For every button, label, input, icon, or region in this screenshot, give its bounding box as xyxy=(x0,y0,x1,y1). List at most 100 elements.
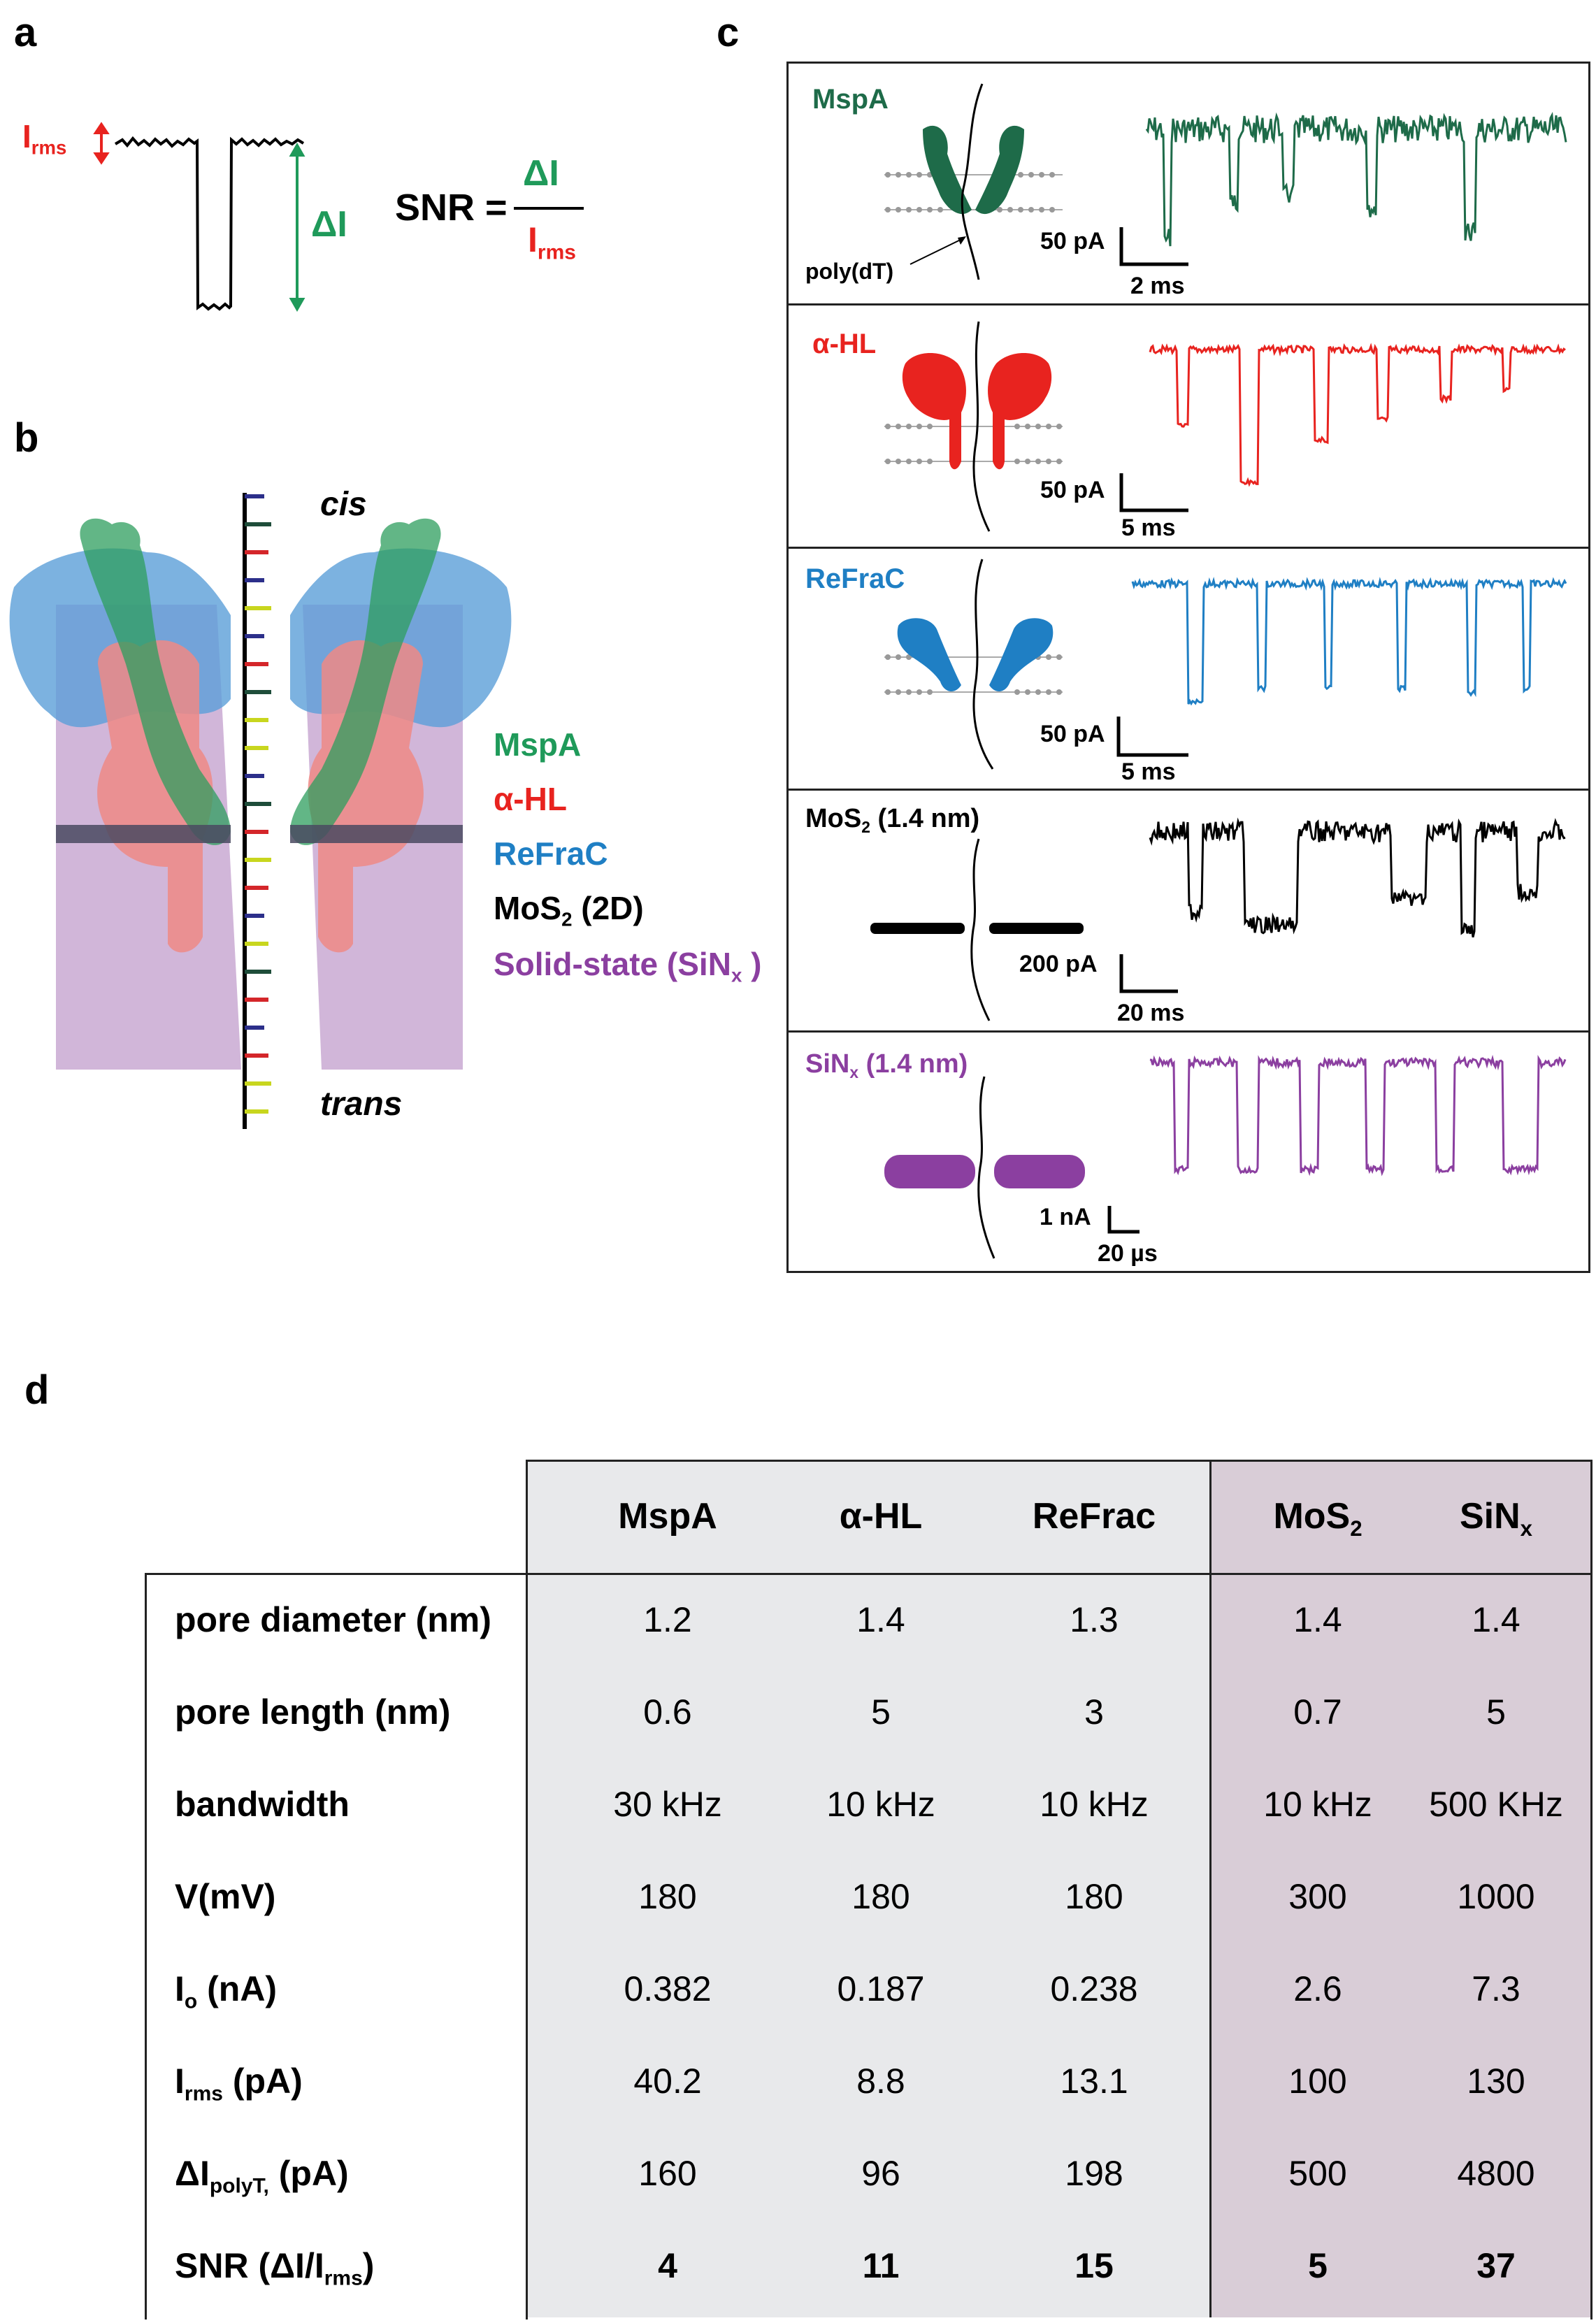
delta-i-label: ΔI xyxy=(311,204,347,245)
column-header: SiNx xyxy=(1459,1496,1533,1541)
refrac-right-shape xyxy=(989,618,1054,692)
table-cell: 0.382 xyxy=(624,1969,712,2008)
table-cell: 2.6 xyxy=(1293,1969,1342,2008)
scalebar-x-sinx: 20 µs xyxy=(1098,1240,1158,1267)
solidstate-pores-bg xyxy=(1209,1460,1593,2317)
legend-mspa: MspA xyxy=(494,726,582,763)
table-cell: 37 xyxy=(1476,2246,1516,2285)
snr-fraction-bar xyxy=(514,207,584,210)
panel-a-trace xyxy=(93,122,305,312)
polydt-pointer xyxy=(910,236,966,265)
trace-ahl xyxy=(1149,343,1566,487)
row-label: pore diameter (nm) xyxy=(175,1600,491,1639)
scalebar-refrac xyxy=(1116,717,1188,757)
scalebar-x-refrac: 5 ms xyxy=(1121,758,1176,785)
panel-label-b: b xyxy=(14,415,39,461)
table-cell: 300 xyxy=(1288,1877,1347,1916)
table-cell: 11 xyxy=(862,2246,900,2285)
row-label: ΔIpolyT, (pA) xyxy=(175,2154,349,2198)
mos2-sheet-left xyxy=(870,923,965,934)
table-cell: 180 xyxy=(851,1877,910,1916)
table-cell: 198 xyxy=(1065,2154,1123,2193)
ahl-left-shape xyxy=(902,353,966,470)
scalebar-x-mos2: 20 ms xyxy=(1117,1000,1185,1026)
row-label: pore length (nm) xyxy=(175,1692,451,1732)
row-divider xyxy=(786,303,1590,305)
table-cell: 30 kHz xyxy=(613,1785,722,1824)
table-cell: 10 kHz xyxy=(1040,1785,1149,1824)
cis-label: cis xyxy=(320,486,367,523)
trace-mspa xyxy=(1145,112,1567,247)
row-label: V(mV) xyxy=(175,1877,276,1916)
table-cell: 1.3 xyxy=(1070,1600,1119,1639)
table-cell: 7.3 xyxy=(1472,1969,1520,2008)
pore-schematic xyxy=(9,493,512,1129)
row-label-ahl: α-HL xyxy=(812,329,877,359)
polydt-strand xyxy=(961,83,984,280)
row-label-sinx: SiNx (1.4 nm) xyxy=(805,1049,968,1081)
scalebar-y-ahl: 50 pA xyxy=(1040,477,1105,503)
trace-mos2 xyxy=(1149,817,1566,938)
scalebar-sinx xyxy=(1107,1206,1140,1234)
mspa-right-shape xyxy=(975,125,1024,215)
snr-label: SNR = xyxy=(395,187,508,229)
row-label-mos2: MoS2 (1.4 nm) xyxy=(805,804,980,836)
panel-label-d: d xyxy=(24,1367,50,1413)
row-divider xyxy=(786,789,1590,791)
row-label-mspa: MspA xyxy=(812,84,889,115)
table-cell: 10 kHz xyxy=(1263,1785,1372,1824)
column-header: MoS2 xyxy=(1273,1496,1363,1541)
scalebar-ahl xyxy=(1119,473,1188,512)
table-cell: 130 xyxy=(1467,2062,1525,2101)
ahl-right xyxy=(308,640,424,953)
table-cell: 0.187 xyxy=(837,1969,925,2008)
scalebar-x-ahl: 5 ms xyxy=(1121,515,1176,541)
legend-solidstate: Solid-state (SiNx ) xyxy=(494,946,762,986)
table-cell: 5 xyxy=(1486,1692,1506,1732)
delta-i-arrow xyxy=(289,142,305,312)
legend-ahl: α-HL xyxy=(494,781,567,817)
dna-bases xyxy=(245,494,271,1114)
scalebar-mspa xyxy=(1119,227,1188,266)
event-trace xyxy=(114,136,305,311)
table-cell: 4800 xyxy=(1457,2154,1535,2193)
mos2-layer-right xyxy=(290,825,463,843)
table-cell: 1.2 xyxy=(643,1600,692,1639)
table-cell: 180 xyxy=(638,1877,697,1916)
row-label: bandwidth xyxy=(175,1785,350,1824)
table-cell: 5 xyxy=(871,1692,891,1732)
panel-c-frame xyxy=(786,62,1590,1273)
table-cell: 4 xyxy=(658,2246,677,2285)
mspa-pore-cartoon xyxy=(884,83,1063,280)
table-cell: 10 kHz xyxy=(826,1785,935,1824)
row-label: Io (nA) xyxy=(175,1969,278,2013)
snr-numerator: ΔI xyxy=(523,153,559,194)
trace-sinx xyxy=(1149,1054,1567,1177)
irms-label: Irms xyxy=(22,118,67,159)
column-header: ReFrac xyxy=(1032,1496,1156,1537)
table-cell: 3 xyxy=(1084,1692,1104,1732)
table-cell: 0.6 xyxy=(643,1692,692,1732)
ahl-right-shape xyxy=(988,353,1052,470)
ahl-left xyxy=(97,640,213,953)
scalebar-y-sinx: 1 nA xyxy=(1040,1204,1091,1230)
label-column-divider xyxy=(526,1573,528,2320)
row-label: Irms (pA) xyxy=(175,2062,303,2106)
table-body-frame xyxy=(145,1573,1593,2320)
sinx-pore-cartoon xyxy=(884,1076,1085,1259)
column-header: MspA xyxy=(618,1496,717,1537)
polydt-strand xyxy=(972,321,991,532)
mspa-left-shape xyxy=(923,125,972,215)
table-cell: 0.238 xyxy=(1050,1969,1138,2008)
refrac-pore-cartoon xyxy=(884,559,1063,770)
table-cell: 500 xyxy=(1288,2154,1347,2193)
table-cell: 1.4 xyxy=(1293,1600,1342,1639)
table-cell: 1.4 xyxy=(1472,1600,1520,1639)
polydt-label: poly(dT) xyxy=(805,259,894,284)
row-divider xyxy=(786,1030,1590,1033)
scalebar-y-refrac: 50 pA xyxy=(1040,721,1105,747)
table-cell: 5 xyxy=(1308,2246,1328,2285)
panel-label-a: a xyxy=(14,10,37,55)
sinx-membrane-left xyxy=(884,1155,975,1188)
panel-label-c: c xyxy=(717,10,740,55)
